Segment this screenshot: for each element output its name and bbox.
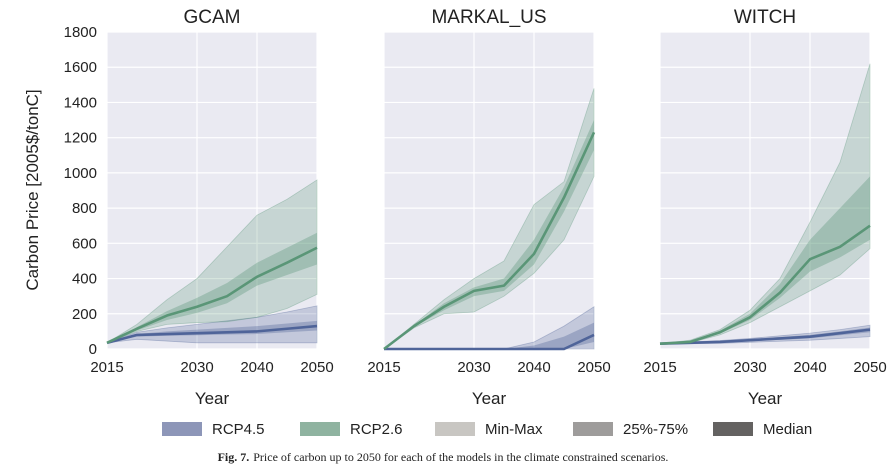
panel-title: GCAM <box>184 7 241 28</box>
y-tick-label: 400 <box>72 271 97 288</box>
legend-item-rcp2-6: RCP2.6 <box>300 421 403 438</box>
x-tick-label: 2015 <box>643 359 676 376</box>
y-tick-label: 1200 <box>64 130 97 147</box>
y-axis-label: Carbon Price [2005$/tonC] <box>23 89 42 290</box>
band-iqr-rcp4-5 <box>384 322 594 349</box>
median-line-rcp2-6 <box>106 246 318 345</box>
median-line-rcp4-5 <box>659 328 871 346</box>
x-tick-label: 2050 <box>300 359 333 376</box>
y-tick-label: 1000 <box>64 165 97 182</box>
legend-swatch <box>300 422 340 436</box>
caption-label: Fig. 7. <box>218 450 250 464</box>
legend-swatch <box>162 422 202 436</box>
panel-title: MARKAL_US <box>431 7 546 28</box>
x-tick-label: 2015 <box>367 359 400 376</box>
legend-label: Median <box>763 421 812 438</box>
y-tick-label: 1400 <box>64 94 97 111</box>
panel-title: WITCH <box>734 7 796 28</box>
legend: RCP4.5 RCP2.6 Min-Max 25%-75% Median <box>162 421 812 438</box>
legend-item-25-75: 25%-75% <box>573 421 688 438</box>
legend-item-median: Median <box>713 421 812 438</box>
median-line-rcp4-5 <box>384 333 595 351</box>
band-minmax-rcp4-5 <box>659 324 871 345</box>
plot-area <box>660 32 870 349</box>
legend-label: RCP4.5 <box>212 421 265 438</box>
plot-area <box>107 32 317 349</box>
x-axis-label: Year <box>748 389 783 408</box>
x-tick-label: 2040 <box>793 359 826 376</box>
y-tick-label: 200 <box>72 306 97 323</box>
chart-panels: GCAM 2015 2030 2040 2050 Year 0 200 400 600 800 100… <box>64 7 887 408</box>
x-tick-label: 2030 <box>180 359 213 376</box>
median-line-rcp2-6 <box>383 131 596 351</box>
caption-text: Price of carbon up to 2050 for each of t… <box>253 450 668 464</box>
band-iqr-rcp2-6 <box>107 232 317 343</box>
x-tick-label: 2015 <box>90 359 123 376</box>
x-tick-label: 2040 <box>240 359 273 376</box>
legend-swatch <box>573 422 613 436</box>
median-line-rcp2-6 <box>659 224 871 346</box>
y-tick-label: 0 <box>89 341 97 358</box>
band-minmax-rcp2-6 <box>659 63 871 345</box>
y-tick-label: 1800 <box>64 24 97 41</box>
panel-witch: WITCH 2015 2030 2040 2050 Year <box>643 7 886 408</box>
y-tick-label: 600 <box>72 235 97 252</box>
band-minmax-rcp2-6 <box>106 179 318 344</box>
x-tick-label: 2040 <box>517 359 550 376</box>
x-axis-label: Year <box>195 389 230 408</box>
plot-area <box>384 32 594 349</box>
panel-gcam: GCAM 2015 2030 2040 2050 Year 0 200 400 600 800 100… <box>64 7 334 408</box>
legend-label: RCP2.6 <box>350 421 403 438</box>
x-tick-label: 2050 <box>577 359 610 376</box>
x-tick-label: 2030 <box>457 359 490 376</box>
legend-swatch <box>713 422 753 436</box>
panel-markal-us: MARKAL_US 2015 2030 2040 2050 Year <box>367 7 610 408</box>
y-tick-label: 800 <box>72 200 97 217</box>
legend-swatch <box>435 422 475 436</box>
x-tick-label: 2050 <box>853 359 886 376</box>
x-axis-label: Year <box>472 389 507 408</box>
legend-label: Min-Max <box>485 421 543 438</box>
x-tick-label: 2030 <box>733 359 766 376</box>
band-iqr-rcp2-6 <box>660 176 870 344</box>
y-tick-label: 1600 <box>64 59 97 76</box>
legend-label: 25%-75% <box>623 421 688 438</box>
legend-item-min-max: Min-Max <box>435 421 543 438</box>
median-line-rcp4-5 <box>106 324 318 345</box>
legend-item-rcp4-5: RCP4.5 <box>162 421 265 438</box>
figure-caption: Fig. 7. Price of carbon up to 2050 for ea… <box>218 450 669 464</box>
